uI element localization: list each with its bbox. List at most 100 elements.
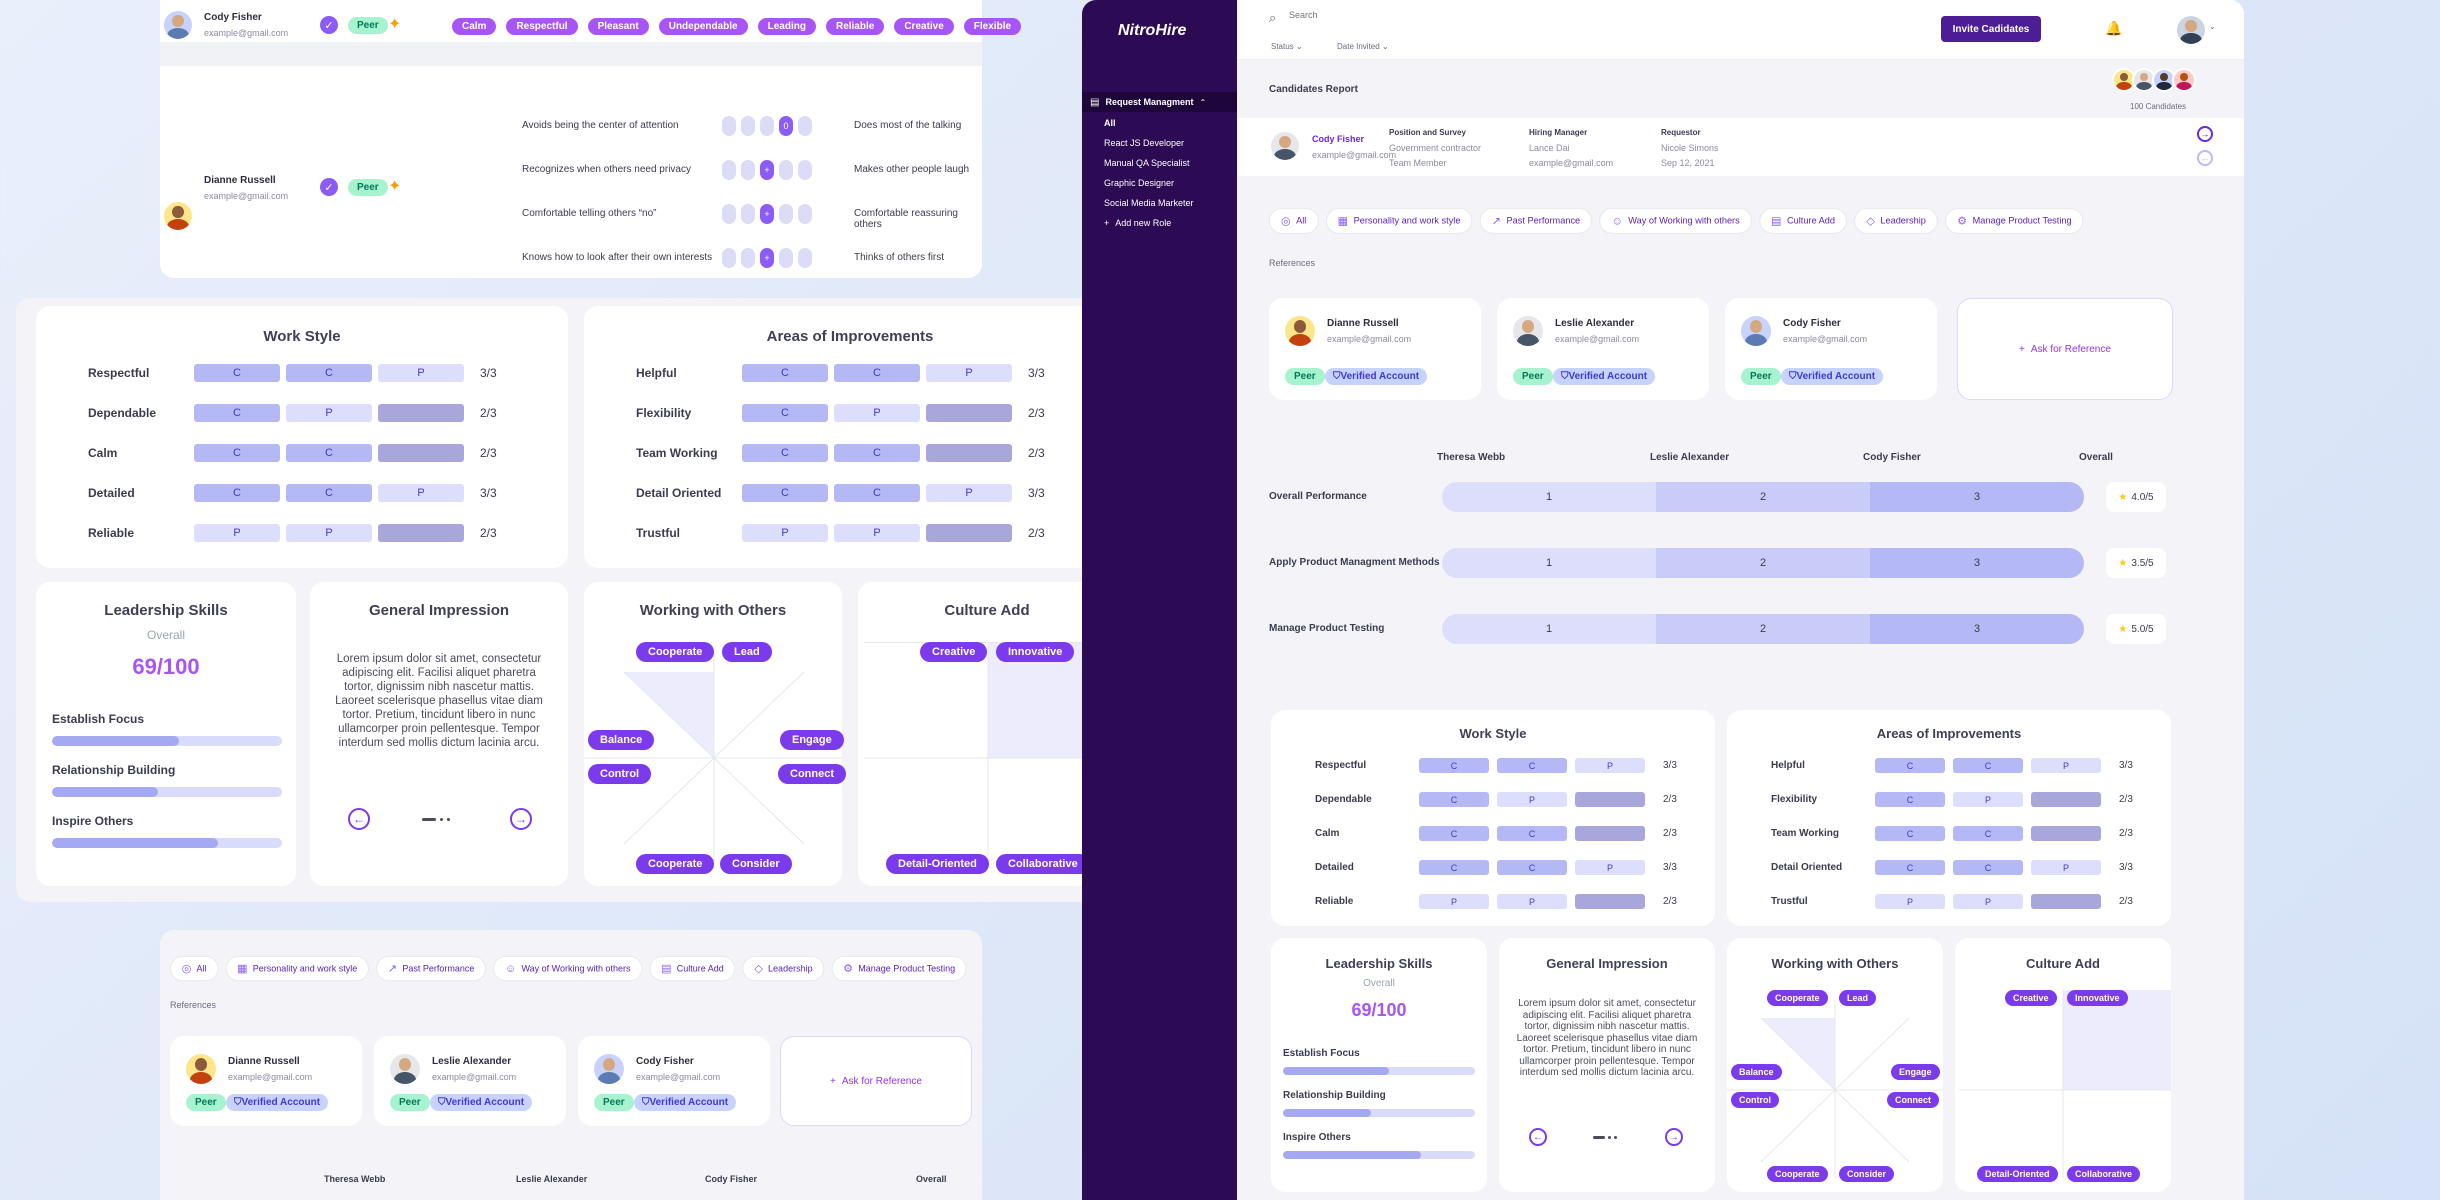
filter-culture-add[interactable]: ▤ Culture Add	[649, 956, 736, 982]
filter-leadership[interactable]: ◇ Leadership	[1854, 208, 1938, 234]
row-label: Team Working	[1771, 828, 1839, 839]
filter-manage-product-testing[interactable]: ⚙ Manage Product Testing	[831, 956, 967, 982]
filter-label: All	[1296, 215, 1307, 226]
filter-way-of-working-with-others[interactable]: ☺ Way of Working with others	[493, 956, 643, 982]
status-dropdown[interactable]: Status ⌄	[1271, 42, 1303, 51]
trait-right-label: Does most of the talking	[854, 120, 962, 131]
rating-cell: P	[1497, 792, 1567, 807]
rating-step[interactable]	[722, 160, 736, 180]
work-style-title: Work Style	[1459, 726, 1527, 741]
verified-label: Verified Account	[241, 1097, 321, 1108]
chevron-down-icon[interactable]: ⌄	[2209, 22, 2216, 31]
reference-card[interactable]: Dianne Russell example@gmail.com Peer ⛉Veri…	[170, 1036, 362, 1126]
star-icon: ✦	[388, 16, 402, 33]
performance-segment: 3	[1870, 482, 2084, 512]
rating-cell: P	[926, 364, 1012, 382]
date-dropdown[interactable]: Date Invited ⌄	[1337, 42, 1389, 51]
rating-scale[interactable]: 0	[722, 116, 812, 136]
filter-label: Culture Add	[676, 963, 724, 974]
rating-step[interactable]	[741, 248, 755, 268]
nav-item-graphic-designer[interactable]: Graphic Designer	[1104, 178, 1175, 188]
avatar	[186, 1054, 216, 1084]
rating-step[interactable]	[760, 116, 774, 136]
nav-item-social-media-marketer[interactable]: Social Media Marketer	[1104, 198, 1194, 208]
filter-culture-add[interactable]: ▤ Culture Add	[1759, 208, 1848, 234]
filter-manage-product-testing[interactable]: ⚙ Manage Product Testing	[1945, 208, 2084, 234]
rating-cell: P	[1953, 894, 2023, 909]
ask-reference-card[interactable]: + Ask for Reference	[1957, 298, 2173, 400]
next-button[interactable]: →	[1665, 1128, 1683, 1146]
rating-step[interactable]	[741, 116, 755, 136]
next-button[interactable]: →	[510, 808, 532, 830]
nav-item-all[interactable]: All	[1104, 118, 1116, 128]
working-others-card: Working with Others Cooperate Lead Balan…	[584, 582, 846, 886]
rating-step[interactable]	[779, 248, 793, 268]
reference-card[interactable]: Dianne Russell example@gmail.com Peer ⛉Veri…	[1269, 298, 1481, 400]
rating-step[interactable]	[779, 160, 793, 180]
grid-row: Trustful P P 2/3	[636, 524, 1045, 542]
rating-step[interactable]	[722, 116, 736, 136]
pagination-dots[interactable]	[1593, 1136, 1617, 1139]
filter-all[interactable]: ◎ All	[1269, 208, 1319, 234]
filter-past-performance[interactable]: ↗ Past Performance	[1479, 208, 1593, 234]
rating-step[interactable]	[798, 160, 812, 180]
rating-step[interactable]	[798, 204, 812, 224]
reference-cards: Dianne Russell example@gmail.com Peer ⛉Veri…	[1269, 298, 1937, 400]
invite-button[interactable]: Invite Cadidates	[1941, 16, 2041, 42]
rating-step[interactable]	[741, 204, 755, 224]
prev-button[interactable]: ←	[348, 808, 370, 830]
nav-item-react-js-developer[interactable]: React JS Developer	[1104, 138, 1185, 148]
nav-section[interactable]: ▤ Request Managment ⌃	[1082, 92, 1237, 112]
filter-past-performance[interactable]: ↗ Past Performance	[376, 956, 487, 982]
label-cooperate-bottom: Cooperate	[1767, 1166, 1828, 1182]
rating-step[interactable]	[722, 204, 736, 224]
reference-card[interactable]: Cody Fisher example@gmail.com Peer ⛉Verifie…	[1725, 298, 1937, 400]
nav-items: All React JS Developer Manual QA Specialis…	[1082, 114, 1237, 214]
ask-reference-card[interactable]: + Ask for Reference	[780, 1036, 972, 1126]
verified-badge: ⛉Verified Account	[634, 1094, 737, 1111]
rating-cell: C	[742, 444, 828, 462]
gear-icon: ⚙	[843, 962, 853, 975]
user-avatar[interactable]	[2177, 16, 2205, 44]
top-bar: ⌕ Status ⌄ Date Invited ⌄ Invite Cadidat…	[1237, 0, 2244, 60]
prev-button[interactable]: ←	[1529, 1128, 1547, 1146]
reference-card[interactable]: Cody Fisher example@gmail.com Peer ⛉Verifie…	[578, 1036, 770, 1126]
rating-scale[interactable]: +	[722, 248, 812, 268]
reference-card[interactable]: Leslie Alexander example@gmail.com Peer ⛉Ve…	[374, 1036, 566, 1126]
rating-step[interactable]: +	[760, 160, 774, 180]
skill-item: Relationship Building	[1283, 1090, 1475, 1117]
prev-candidate-button[interactable]: ←	[2197, 150, 2213, 166]
label-lead: Lead	[722, 642, 772, 662]
add-role-button[interactable]: + Add new Role	[1104, 218, 1171, 228]
next-candidate-button[interactable]: →	[2197, 126, 2213, 142]
rating-step[interactable]	[798, 116, 812, 136]
rating-scale[interactable]: +	[722, 204, 812, 224]
references-panel-left: ◎ All ▦ Personality and work style ↗ Past Per…	[160, 930, 982, 1200]
nav-item-manual-qa-specialist[interactable]: Manual QA Specialist	[1104, 158, 1190, 168]
rating-cell	[2031, 792, 2101, 807]
reference-card[interactable]: Leslie Alexander example@gmail.com Peer ⛉Ve…	[1497, 298, 1709, 400]
rating-step[interactable]: +	[760, 204, 774, 224]
rating-step[interactable]	[741, 160, 755, 180]
filter-leadership[interactable]: ◇ Leadership	[742, 956, 825, 982]
pagination-dots[interactable]	[422, 818, 450, 821]
rating-step[interactable]	[798, 248, 812, 268]
bell-icon[interactable]: 🔔	[2105, 20, 2123, 36]
filter-personality-and-work-style[interactable]: ▦ Personality and work style	[225, 956, 370, 982]
label-collaborative: Collaborative	[996, 854, 1090, 874]
rating-step[interactable]	[722, 248, 736, 268]
reviewer-email: example@gmail.com	[204, 191, 289, 201]
personality-row: Avoids being the center of attention 0 Doe…	[522, 116, 982, 136]
rating-step[interactable]	[779, 204, 793, 224]
rating-step[interactable]: 0	[779, 116, 793, 136]
search-input[interactable]	[1289, 10, 1489, 20]
reference-name: Cody Fisher	[1783, 318, 1841, 329]
rating-step[interactable]: +	[760, 248, 774, 268]
filter-way-of-working-with-others[interactable]: ☺ Way of Working with others	[1599, 208, 1752, 234]
filter-all[interactable]: ◎ All	[170, 956, 219, 982]
verified-badge: ⛉Verified Account	[1553, 368, 1656, 385]
rating-scale[interactable]: +	[722, 160, 812, 180]
candidate-name[interactable]: Cody Fisher	[1312, 134, 1365, 144]
rating-cell: C	[742, 404, 828, 422]
filter-personality-and-work-style[interactable]: ▦ Personality and work style	[1325, 208, 1473, 234]
